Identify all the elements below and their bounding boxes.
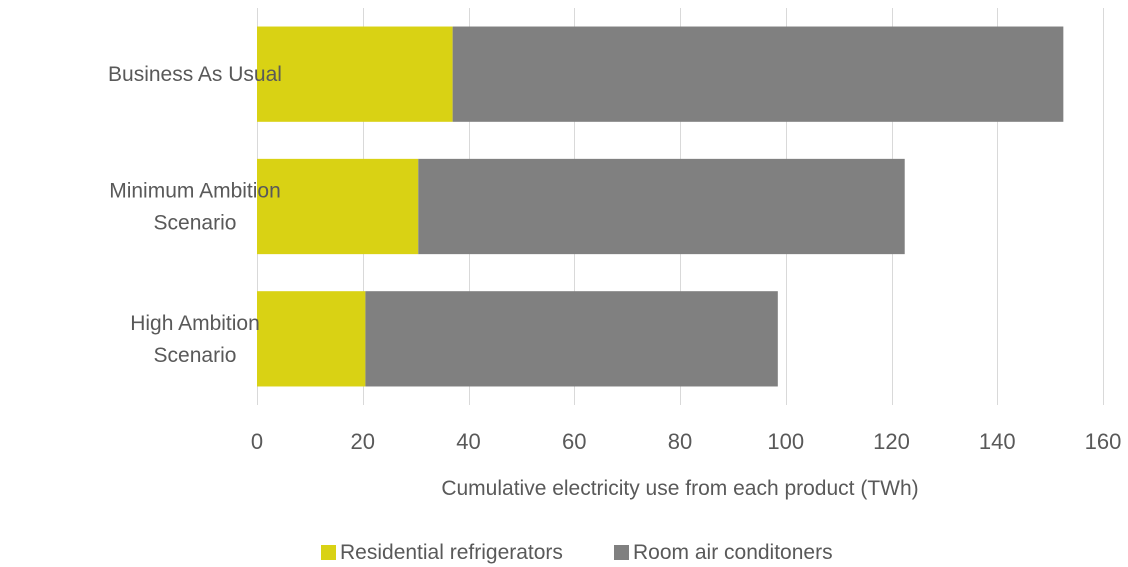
bar-air-conditioners-0 — [452, 26, 1064, 122]
x-axis-title: Cumulative electricity use from each pro… — [441, 477, 918, 500]
x-tick-label: 60 — [562, 429, 586, 454]
legend-swatch — [321, 545, 336, 560]
legend-swatch — [614, 545, 629, 560]
category-label: Minimum Ambition — [109, 180, 281, 203]
bar-air-conditioners-2 — [365, 291, 778, 387]
legend-label: Residential refrigerators — [340, 541, 563, 564]
x-tick-label: 20 — [351, 429, 375, 454]
category-label: Scenario — [154, 344, 237, 367]
x-tick-label: 120 — [873, 429, 910, 454]
category-label: Scenario — [154, 212, 237, 235]
bars — [257, 26, 1064, 387]
bar-refrigerators-1 — [257, 158, 419, 255]
x-tick-label: 80 — [668, 429, 692, 454]
bar-air-conditioners-1 — [418, 158, 905, 255]
legend-label: Room air conditoners — [633, 541, 833, 564]
x-tick-labels: 0 20 40 60 80 100 120 140 160 — [251, 429, 1121, 454]
bar-refrigerators-0 — [257, 26, 453, 122]
x-tick-label: 100 — [767, 429, 804, 454]
bar-refrigerators-2 — [257, 291, 366, 387]
category-label: High Ambition — [130, 312, 260, 335]
x-tick-label: 140 — [979, 429, 1016, 454]
x-tick-label: 160 — [1085, 429, 1122, 454]
x-tick-label: 0 — [251, 429, 263, 454]
category-labels: Business As Usual Minimum Ambition Scenari… — [108, 63, 282, 367]
legend: Residential refrigerators Room air condit… — [321, 541, 833, 564]
category-label: Business As Usual — [108, 63, 282, 86]
x-tick-label: 40 — [456, 429, 480, 454]
